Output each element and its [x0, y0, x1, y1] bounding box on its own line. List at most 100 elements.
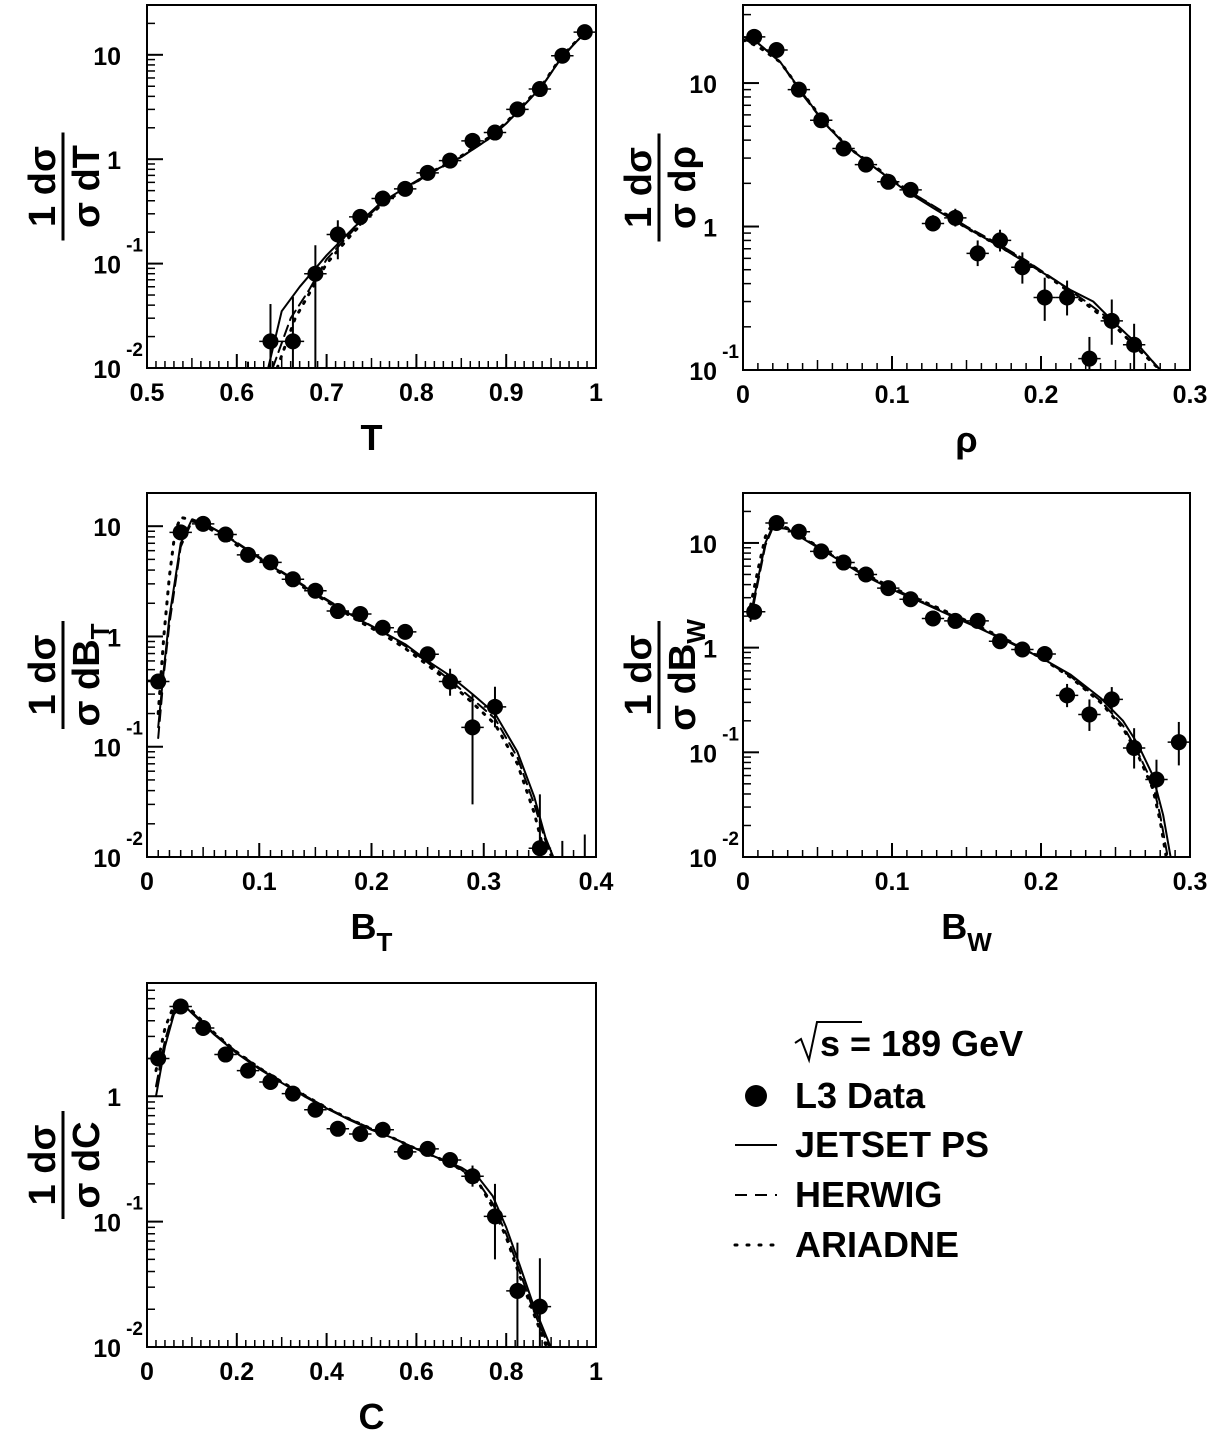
data-points [743, 515, 1190, 801]
data-point [1081, 350, 1098, 367]
data-point [746, 603, 763, 620]
data-point [374, 190, 391, 207]
y-tick-label: 1 [703, 215, 717, 243]
y-tick-label: 10 [689, 740, 717, 768]
x-tick-label: 0.6 [219, 379, 254, 407]
data-point [531, 1298, 548, 1315]
data-point [1170, 734, 1187, 751]
data-point [880, 173, 897, 190]
x-tick-label: 0.8 [399, 379, 434, 407]
legend-entry-ariadne: ARIADNE [733, 1224, 959, 1265]
data-point [329, 603, 346, 620]
data-point [172, 998, 189, 1015]
x-tick-label: 0.1 [875, 868, 910, 896]
data-point [902, 591, 919, 608]
legend-label-herwig: HERWIG [795, 1174, 942, 1215]
x-tick-label: 0.5 [130, 379, 165, 407]
curve-herwig [157, 520, 553, 857]
data-point [419, 164, 436, 181]
x-tick-label: 0.2 [1024, 868, 1059, 896]
y-tick-label: 10 [93, 356, 121, 384]
x-tick-label: 0.6 [399, 1358, 434, 1386]
model-curves [749, 521, 1172, 857]
data-point [240, 546, 257, 563]
data-point [329, 1120, 346, 1137]
plot-frame [146, 492, 597, 858]
y-tick-label: 10 [689, 358, 717, 386]
data-point [947, 209, 964, 226]
y-tick-exponent: -1 [126, 1194, 143, 1215]
y-axis-denominator: σ dρ [662, 146, 704, 229]
data-point [1036, 289, 1053, 306]
x-tick-label: 0.4 [579, 868, 614, 896]
data-point [1014, 641, 1031, 658]
data-point [150, 1050, 167, 1067]
plot-frame [742, 4, 1191, 371]
y-tick-label: 10 [93, 735, 121, 763]
data-point [217, 526, 234, 543]
data-point [531, 840, 548, 857]
data-point [857, 156, 874, 173]
curve-herwig [749, 526, 1169, 857]
y-axis-title: 1 dσ σ dT [22, 132, 108, 241]
y-tick-label: 10 [689, 531, 717, 559]
plot-frame [146, 4, 597, 369]
data-point [1126, 739, 1143, 756]
y-axis-subscript: T [85, 623, 115, 639]
x-axis-title: BW [941, 906, 992, 957]
data-point [397, 1143, 414, 1160]
data-point [790, 81, 807, 98]
x-tick-label: 0.9 [489, 379, 524, 407]
data-point [195, 1020, 212, 1037]
y-axis-title: 1 dσ σ dρ [618, 133, 704, 242]
y-axis-denominator: σ dC [66, 1121, 108, 1208]
y-tick-exponent: -2 [126, 829, 143, 850]
data-point [352, 208, 369, 225]
energy-label: s = 189 GeV [794, 1021, 1023, 1064]
x-tick-label: 0 [140, 1358, 154, 1386]
data-point [992, 633, 1009, 650]
y-tick-label: 10 [93, 43, 121, 71]
y-axis-numerator: 1 dσ [22, 635, 64, 716]
y-tick-label: 10 [93, 845, 121, 873]
data-point [813, 112, 830, 129]
data-point [464, 132, 481, 149]
x-tick-label: 1 [589, 1358, 603, 1386]
data-point [486, 1208, 503, 1225]
data-point [1014, 259, 1031, 276]
data-point [924, 215, 941, 232]
y-axis-subscript: W [681, 619, 711, 644]
data-point [768, 515, 785, 532]
data-point [262, 1073, 279, 1090]
y-axis-numerator: 1 dσ [618, 147, 660, 228]
data-point [442, 673, 459, 690]
data-point [442, 152, 459, 169]
data-points [247, 24, 596, 368]
data-point [486, 698, 503, 715]
y-axis-denominator: σ dT [66, 145, 108, 228]
data-point [419, 1140, 436, 1157]
data-point [397, 623, 414, 640]
y-tick-exponent: -1 [722, 724, 739, 745]
y-axis-title: 1 dσ σ dBW [618, 619, 711, 731]
data-marker-icon [745, 1085, 767, 1107]
y-tick-label: 1 [703, 636, 717, 664]
y-tick-exponent: -1 [126, 719, 143, 740]
data-points [147, 515, 586, 857]
data-point [1103, 312, 1120, 329]
x-tick-label: 0.3 [1173, 868, 1208, 896]
data-point [813, 543, 830, 560]
y-axis-numerator: 1 dσ [22, 1125, 64, 1206]
x-axis-title: BT [351, 906, 393, 957]
data-point [352, 1125, 369, 1142]
data-point [835, 140, 852, 157]
x-tick-label: 0 [736, 381, 750, 409]
legend-label-data: L3 Data [795, 1075, 926, 1116]
data-points [147, 998, 552, 1347]
y-tick-label: 10 [93, 252, 121, 280]
